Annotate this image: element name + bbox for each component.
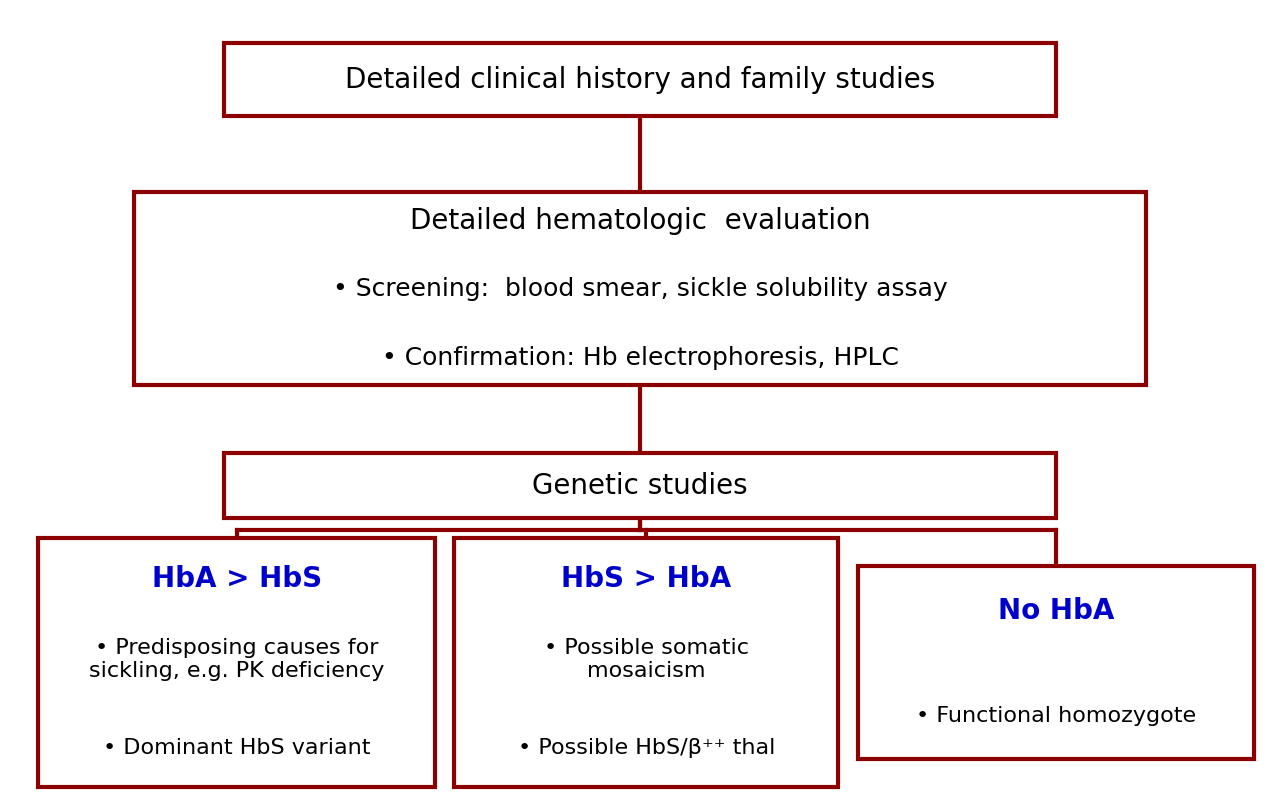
Text: Detailed hematologic  evaluation: Detailed hematologic evaluation: [410, 207, 870, 234]
Text: • Possible HbS/β⁺⁺ thal: • Possible HbS/β⁺⁺ thal: [517, 737, 776, 756]
Text: Genetic studies: Genetic studies: [532, 472, 748, 499]
Text: • Possible somatic
mosaicism: • Possible somatic mosaicism: [544, 637, 749, 680]
Text: HbA > HbS: HbA > HbS: [152, 565, 321, 592]
FancyBboxPatch shape: [224, 44, 1056, 116]
Text: No HbA: No HbA: [998, 597, 1114, 624]
FancyBboxPatch shape: [858, 566, 1254, 759]
FancyBboxPatch shape: [454, 538, 838, 787]
Text: • Predisposing causes for
sickling, e.g. PK deficiency: • Predisposing causes for sickling, e.g.…: [90, 637, 384, 680]
FancyBboxPatch shape: [224, 454, 1056, 518]
FancyBboxPatch shape: [134, 193, 1146, 385]
Text: Detailed clinical history and family studies: Detailed clinical history and family stu…: [344, 67, 936, 94]
Text: • Screening:  blood smear, sickle solubility assay: • Screening: blood smear, sickle solubil…: [333, 277, 947, 301]
Text: • Confirmation: Hb electrophoresis, HPLC: • Confirmation: Hb electrophoresis, HPLC: [381, 345, 899, 369]
Text: • Functional homozygote: • Functional homozygote: [916, 705, 1196, 724]
Text: HbS > HbA: HbS > HbA: [562, 565, 731, 592]
Text: • Dominant HbS variant: • Dominant HbS variant: [104, 737, 370, 756]
FancyBboxPatch shape: [38, 538, 435, 787]
